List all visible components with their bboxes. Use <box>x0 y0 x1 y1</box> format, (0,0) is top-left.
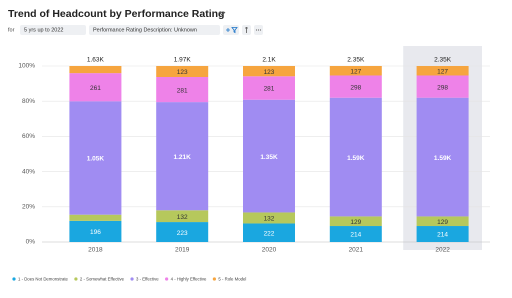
data-label: 196 <box>90 229 101 236</box>
x-tick-label: 2020 <box>262 247 277 254</box>
bar-segment <box>243 223 295 242</box>
data-label: 223 <box>177 230 188 237</box>
bar-segment <box>69 220 122 242</box>
bar-segment <box>243 212 295 224</box>
data-label: 1.21K <box>174 154 192 161</box>
legend-swatch <box>212 277 216 281</box>
for-label: for <box>8 27 15 33</box>
data-label: 123 <box>177 69 188 76</box>
data-label: 261 <box>90 85 101 92</box>
filter-chip-text: Performance Rating Description: Unknown <box>93 27 197 33</box>
total-label: 2.1K <box>262 57 276 64</box>
legend: 1 - Does Not Demonstrate 2 - Somewhat Eff… <box>12 277 246 282</box>
data-label: 123 <box>264 69 275 76</box>
y-tick-label: 60% <box>22 133 35 140</box>
bar-segment <box>416 226 469 242</box>
data-label: 1.35K <box>260 154 278 161</box>
x-tick-label: 2021 <box>349 247 364 254</box>
y-tick-label: 20% <box>22 204 35 211</box>
chart-title: Trend of Headcount by Performance Rating <box>8 8 224 20</box>
filter-chip[interactable] <box>20 25 86 35</box>
legend-swatch <box>130 277 134 281</box>
add-filter-button[interactable] <box>223 25 239 35</box>
data-label: 1.59K <box>434 155 452 162</box>
x-tick-label: 2022 <box>435 247 450 254</box>
data-label: 298 <box>437 84 448 91</box>
y-tick-label: 40% <box>22 168 35 175</box>
data-label: 1.59K <box>347 155 365 162</box>
pin-icon <box>245 27 248 33</box>
bar-segment <box>69 73 122 102</box>
data-label: 281 <box>264 86 275 93</box>
data-label: 1.05K <box>87 156 105 163</box>
data-label: 222 <box>264 230 275 237</box>
data-label: 281 <box>177 87 188 94</box>
plot-area: 0% 20% 40% 60% 80% 100% 196 1.05K 261 1.63K 2018 22… <box>18 46 490 254</box>
more-icon <box>255 29 262 31</box>
legend-swatch <box>165 277 169 281</box>
total-label: 1.63K <box>87 57 105 64</box>
legend-label: 3 - Effective <box>136 277 159 282</box>
x-tick-label: 2019 <box>175 247 190 254</box>
bar-segment <box>416 66 469 76</box>
data-label: 132 <box>264 216 275 223</box>
legend-label: 1 - Does Not Demonstrate <box>18 277 69 282</box>
total-label: 1.97K <box>174 57 192 64</box>
y-tick-label: 100% <box>18 63 35 70</box>
total-label: 2.35K <box>347 57 365 64</box>
legend-swatch <box>74 277 78 281</box>
filter-chip-text: 5 yrs up to 2022 <box>24 27 63 33</box>
data-label: 129 <box>437 219 448 226</box>
data-label: 132 <box>177 214 188 221</box>
bar-segment <box>329 75 382 98</box>
filter-chip[interactable] <box>89 25 220 35</box>
data-label: 127 <box>350 68 361 75</box>
legend-label: 2 - Somewhat Effective <box>80 277 125 282</box>
bar-segment <box>416 216 469 227</box>
bar-segment <box>156 102 209 211</box>
bar-segment <box>329 226 382 242</box>
data-label: 214 <box>437 232 448 239</box>
y-tick-label: 0% <box>26 239 36 246</box>
data-label: 129 <box>350 219 361 226</box>
bar-segment <box>329 66 382 76</box>
bar-segment <box>329 216 382 227</box>
bar-segment <box>243 76 295 100</box>
bar-segment <box>69 66 122 74</box>
total-label: 2.35K <box>434 57 452 64</box>
y-tick-label: 80% <box>22 98 35 105</box>
bar-segment <box>416 97 469 217</box>
add-filter-icon <box>226 27 238 34</box>
bar-segment <box>69 214 122 221</box>
data-label: 298 <box>350 84 361 91</box>
bar-segment <box>416 75 469 98</box>
bar-segment <box>243 99 295 213</box>
title-chevron[interactable] <box>218 11 226 16</box>
bar-segment <box>156 210 209 223</box>
data-label: 127 <box>437 68 448 75</box>
legend-label: 5 - Role Model <box>218 277 246 282</box>
bar-segment <box>243 66 295 77</box>
bar-segment <box>156 76 209 103</box>
legend-swatch <box>12 277 16 281</box>
bar-segment <box>156 66 209 77</box>
bar-segment <box>69 101 122 215</box>
legend-label: 4 - Highly Effective <box>171 277 207 282</box>
x-tick-label: 2018 <box>88 247 103 254</box>
bar-segment <box>156 222 209 242</box>
bar-segment <box>329 97 382 217</box>
data-label: 214 <box>350 232 361 239</box>
